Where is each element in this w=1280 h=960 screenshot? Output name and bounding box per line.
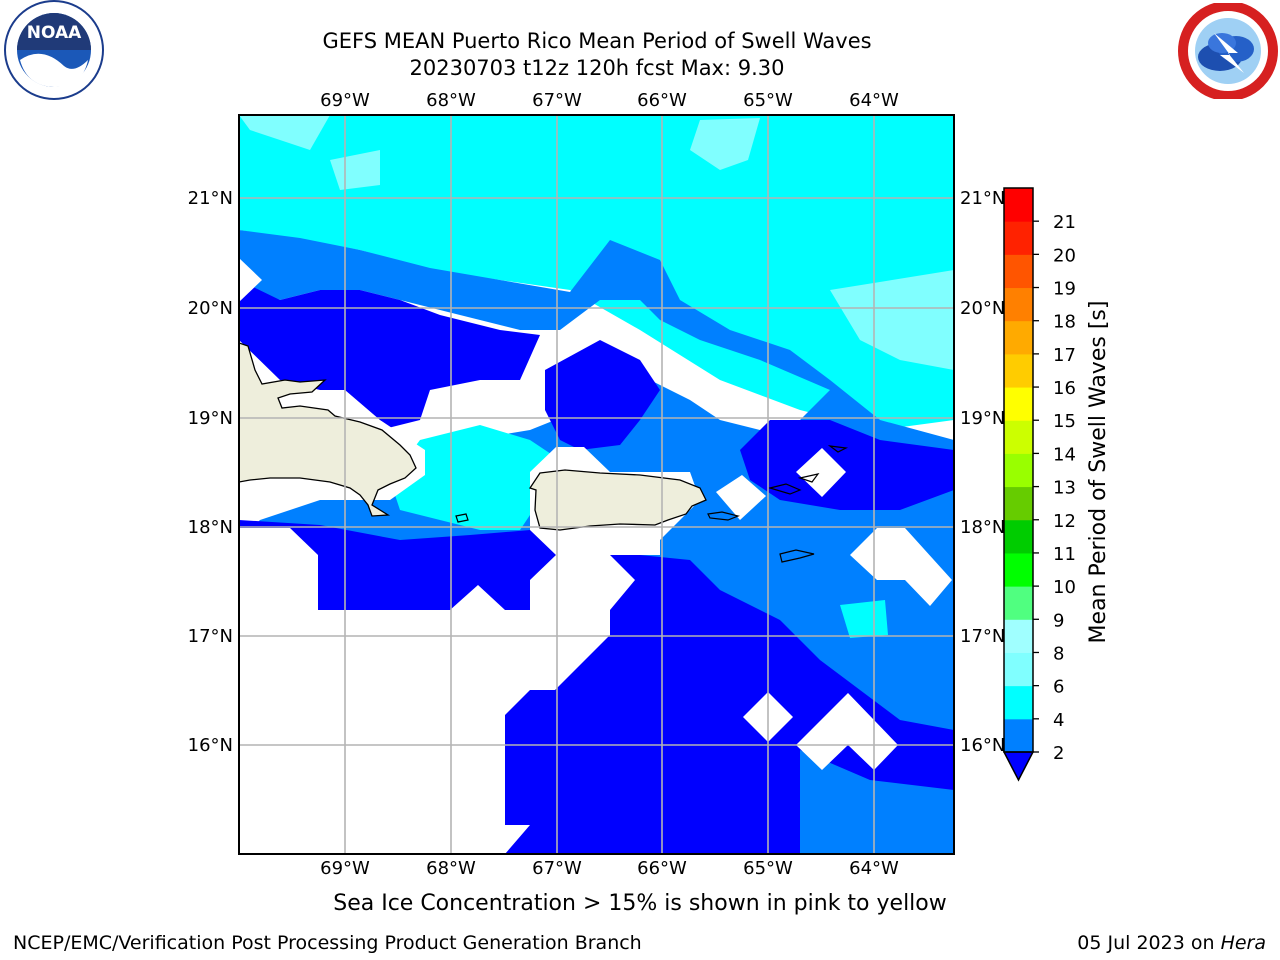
colorbar-tick-label: 19 bbox=[1053, 279, 1076, 300]
colorbar-segment bbox=[1004, 387, 1033, 421]
no-data-vi-b bbox=[796, 448, 846, 497]
colorbar-tick-label: 15 bbox=[1053, 411, 1076, 432]
colorbar-tick-label: 20 bbox=[1053, 245, 1076, 266]
noaa-logo-icon: NOAA bbox=[4, 0, 104, 100]
lat-label: 20°N bbox=[188, 298, 233, 319]
band-6-8-patch-south bbox=[840, 600, 888, 638]
colorbar-segment bbox=[1004, 221, 1033, 255]
lat-label: 18°N bbox=[960, 517, 1005, 538]
colorbar-segment bbox=[1004, 254, 1033, 289]
map-subtitle: 20230703 t12z 120h fcst Max: 9.30 bbox=[409, 56, 785, 80]
graticule bbox=[239, 115, 954, 854]
colorbar-segment bbox=[1004, 486, 1033, 521]
sea-ice-note: Sea Ice Concentration > 15% is shown in … bbox=[333, 891, 947, 916]
lon-label: 68°W bbox=[426, 858, 476, 879]
colorbar-tick-label: 18 bbox=[1053, 312, 1076, 333]
lon-label: 69°W bbox=[320, 90, 370, 111]
colorbar-tick-label: 8 bbox=[1053, 643, 1064, 664]
footer-credit: NCEP/EMC/Verification Post Processing Pr… bbox=[13, 932, 642, 954]
lon-label: 66°W bbox=[637, 858, 687, 879]
lon-label: 69°W bbox=[320, 858, 370, 879]
lat-labels-left: 21°N 20°N 19°N 18°N 17°N 16°N bbox=[188, 188, 233, 756]
no-data-vi-a bbox=[716, 475, 766, 520]
lon-label: 65°W bbox=[743, 90, 793, 111]
colorbar-frame bbox=[1003, 187, 1034, 753]
land-virgin-islands bbox=[455, 445, 849, 563]
lat-label: 17°N bbox=[188, 626, 233, 647]
colorbar-tick-label: 12 bbox=[1053, 511, 1076, 532]
map-title: GEFS MEAN Puerto Rico Mean Period of Swe… bbox=[322, 29, 872, 53]
colorbar-segment bbox=[1004, 320, 1033, 355]
colorbar-segment bbox=[1004, 685, 1033, 720]
no-data-southwest bbox=[239, 528, 635, 854]
colorbar-tick-label: 4 bbox=[1053, 710, 1064, 731]
swell-period-field bbox=[239, 115, 954, 854]
band-2-4-central bbox=[545, 340, 660, 450]
lat-label: 17°N bbox=[960, 626, 1005, 647]
footer-date: 05 Jul 2023 on Hera bbox=[1077, 932, 1266, 954]
lon-label: 68°W bbox=[426, 90, 476, 111]
colorbar-tick-label: 16 bbox=[1053, 378, 1076, 399]
lon-label: 64°W bbox=[849, 90, 899, 111]
colorbar-segment bbox=[1004, 420, 1033, 454]
nws-logo-icon bbox=[1178, 3, 1278, 99]
colorbar-segment bbox=[1004, 586, 1033, 620]
colorbar-segment bbox=[1004, 188, 1033, 222]
colorbar-segment bbox=[1004, 287, 1033, 322]
colorbar-label: Mean Period of Swell Waves [s] bbox=[1086, 301, 1111, 644]
lat-labels-right: 21°N 20°N 19°N 18°N 17°N 16°N bbox=[960, 188, 1005, 756]
colorbar-tick-label: 14 bbox=[1053, 444, 1076, 465]
colorbar-extend-arrow bbox=[1002, 751, 1035, 782]
lon-label: 66°W bbox=[637, 90, 687, 111]
lat-label: 16°N bbox=[960, 735, 1005, 756]
band-8-10-patch-b bbox=[690, 118, 760, 170]
colorbar: 2 4 6 8 9 10 11 12 13 14 15 16 17 18 19 20 21 bbox=[1002, 187, 1076, 782]
footer-date-text: 05 Jul 2023 on bbox=[1077, 932, 1221, 954]
noaa-logo-text: NOAA bbox=[27, 23, 82, 43]
colorbar-tick-label: 11 bbox=[1053, 544, 1076, 565]
colorbar-segment bbox=[1004, 619, 1033, 653]
band-8-10-patch-a bbox=[239, 115, 330, 150]
colorbar-tick-label: 2 bbox=[1053, 743, 1064, 764]
lat-label: 19°N bbox=[960, 408, 1005, 429]
lon-label: 65°W bbox=[743, 858, 793, 879]
colorbar-segment bbox=[1004, 519, 1033, 554]
band-8-10-patch-d bbox=[330, 150, 380, 190]
no-data-south-b bbox=[796, 693, 898, 770]
lon-labels-bottom: 69°W 68°W 67°W 66°W 65°W 64°W bbox=[320, 858, 899, 879]
colorbar-tick-label: 6 bbox=[1053, 677, 1064, 698]
colorbar-tick-label: 21 bbox=[1053, 212, 1076, 233]
no-data-northwest bbox=[239, 258, 262, 302]
lat-label: 21°N bbox=[188, 188, 233, 209]
band-4-6-south-patch bbox=[760, 560, 954, 730]
colorbar-tick-label: 10 bbox=[1053, 577, 1076, 598]
lon-labels-top: 69°W 68°W 67°W 66°W 65°W 64°W bbox=[320, 90, 899, 111]
lon-label: 64°W bbox=[849, 858, 899, 879]
map-frame bbox=[238, 114, 955, 855]
colorbar-segment bbox=[1004, 353, 1033, 388]
colorbar-segment bbox=[1004, 453, 1033, 488]
band-6-8-mona bbox=[390, 425, 560, 530]
band-8-10-patch-c bbox=[830, 270, 954, 370]
colorbar-segment bbox=[1004, 718, 1033, 753]
land-hispaniola bbox=[239, 342, 417, 517]
no-data-east bbox=[850, 528, 952, 606]
footer-machine: Hera bbox=[1220, 932, 1266, 954]
lat-label: 21°N bbox=[960, 188, 1005, 209]
colorbar-tick-label: 17 bbox=[1053, 345, 1076, 366]
band-4-6-southeast bbox=[800, 750, 954, 854]
lat-label: 19°N bbox=[188, 408, 233, 429]
colorbar-segment bbox=[1004, 552, 1033, 587]
lon-label: 67°W bbox=[532, 90, 582, 111]
colorbar-tick-label: 9 bbox=[1053, 610, 1064, 631]
lat-label: 16°N bbox=[188, 735, 233, 756]
colorbar-segment bbox=[1004, 652, 1033, 687]
lat-label: 20°N bbox=[960, 298, 1005, 319]
colorbar-tick-label: 13 bbox=[1053, 478, 1076, 499]
lat-label: 18°N bbox=[188, 517, 233, 538]
lon-label: 67°W bbox=[532, 858, 582, 879]
